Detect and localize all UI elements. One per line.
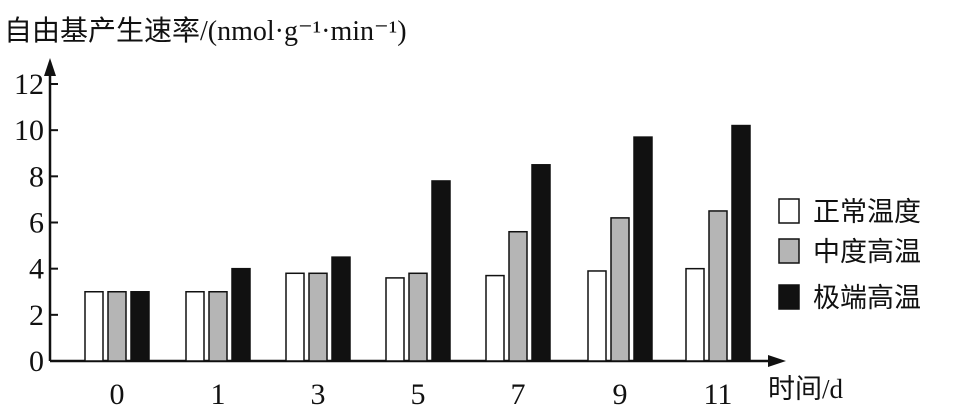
bar [610,217,630,362]
legend-label: 正常温度 [813,197,921,228]
bar [308,272,328,362]
y-tick-label: 2 [29,299,44,332]
y-tick-label: 6 [29,207,44,240]
y-tick-label: 0 [29,345,44,378]
bar [485,274,505,362]
bar [531,164,551,362]
legend-label: 极端高温 [813,283,921,314]
bar [208,291,228,362]
x-tick-label: 0 [110,378,125,411]
bar [508,230,528,362]
bar [130,291,150,362]
bar [431,180,451,362]
bar [285,272,305,362]
legend-label: 中度高温 [813,237,921,268]
bar [107,291,127,362]
x-axis-arrow [768,355,786,367]
x-tick-label: 1 [211,378,226,411]
y-ticks: 0 2 4 6 8 10 12 [14,68,58,378]
bar [84,291,104,362]
bars [84,124,751,362]
y-tick-label: 4 [29,253,44,286]
bar [185,291,205,362]
bar [731,124,751,362]
y-tick-label: 8 [29,160,44,193]
bar [708,210,728,362]
bar [408,272,428,362]
x-tick-label: 9 [613,378,628,411]
y-axis-arrow [44,58,56,76]
bar [587,270,607,362]
bar [685,267,705,362]
bar [385,277,405,362]
bar [633,136,653,362]
legend-swatch [778,238,800,264]
y-tick-label: 12 [14,68,44,101]
bar [331,256,351,362]
x-tick-label: 11 [704,378,733,411]
y-tick-label: 10 [14,114,44,147]
x-ticks: 0 1 3 5 7 9 11 [110,378,733,411]
legend-swatch [778,198,800,224]
x-tick-label: 7 [511,378,526,411]
x-tick-label: 5 [411,378,426,411]
legend-swatch [778,284,800,310]
y-axis-label: 自由基产生速率/(nmol·g⁻¹·min⁻¹) [4,15,407,47]
bar [231,267,251,362]
x-axis-label: 时间/d [768,374,844,404]
x-tick-label: 3 [311,378,326,411]
